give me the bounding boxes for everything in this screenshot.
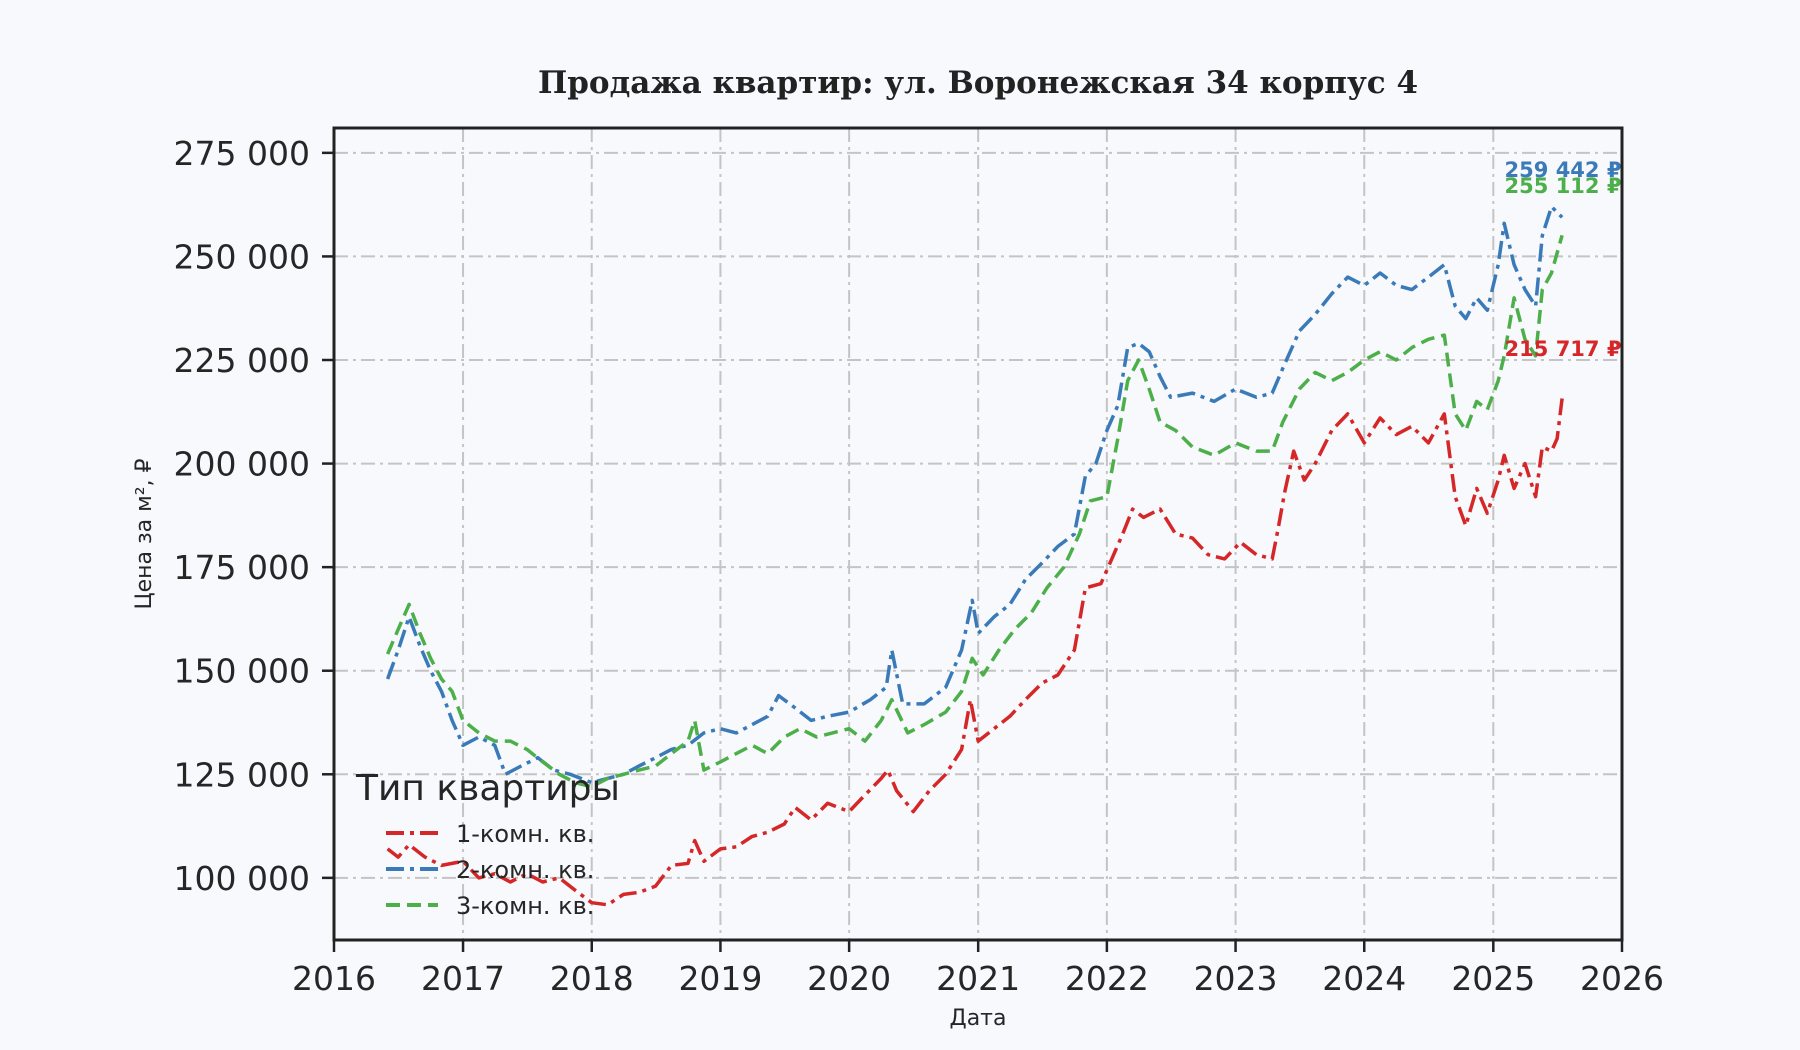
x-tick-label: 2023 — [1194, 959, 1278, 998]
x-tick-label: 2024 — [1322, 959, 1406, 998]
y-tick-label: 250 000 — [174, 237, 310, 276]
y-tick-label: 100 000 — [174, 859, 310, 898]
x-tick-label: 2026 — [1580, 959, 1664, 998]
y-tick-label: 275 000 — [174, 134, 310, 173]
x-tick-label: 2020 — [807, 959, 891, 998]
series-line-3 — [385, 234, 1564, 789]
x-axis-label: Дата — [950, 1006, 1007, 1031]
x-axis-ticks: 2016 2017 2018 2019 2020 2021 2022 2023 2024 2025… — [292, 940, 1664, 998]
chart-title: Продажа квартир: ул. Воронежская 34 корп… — [538, 65, 1418, 101]
legend-title: Тип квартиры — [355, 768, 620, 809]
x-tick-label: 2017 — [421, 959, 505, 998]
end-value-label: 215 717 ₽ — [1505, 337, 1622, 361]
series-line-1 — [386, 398, 1564, 907]
y-tick-label: 200 000 — [174, 445, 310, 484]
series-line-2 — [385, 204, 1564, 785]
y-tick-label: 225 000 — [174, 341, 310, 380]
legend: Тип квартиры 1-комн. кв. 2-комн. кв. 3-ком… — [355, 768, 620, 920]
x-tick-label: 2025 — [1451, 959, 1535, 998]
y-tick-label: 125 000 — [174, 755, 310, 794]
y-tick-label: 150 000 — [174, 652, 310, 691]
legend-entry-label: 1-комн. кв. — [456, 820, 594, 848]
y-tick-label: 175 000 — [174, 548, 310, 587]
end-value-label: 259 442 ₽ — [1505, 158, 1622, 182]
x-tick-label: 2018 — [550, 959, 634, 998]
x-tick-label: 2016 — [292, 959, 376, 998]
end-value-label: 255 112 ₽ — [1505, 174, 1622, 198]
series-layer — [385, 204, 1564, 907]
legend-entry-label: 2-комн. кв. — [456, 856, 594, 884]
y-axis-label: Цена за м², ₽ — [132, 458, 157, 609]
y-axis-ticks: 100 000 125 000 150 000 175 000 200 000 225 0… — [174, 134, 334, 898]
x-tick-label: 2022 — [1065, 959, 1149, 998]
x-tick-label: 2019 — [678, 959, 762, 998]
end-labels: 215 717 ₽ 259 442 ₽255 112 ₽ — [1505, 158, 1622, 361]
x-tick-label: 2021 — [936, 959, 1020, 998]
legend-entry-label: 3-комн. кв. — [456, 892, 594, 920]
